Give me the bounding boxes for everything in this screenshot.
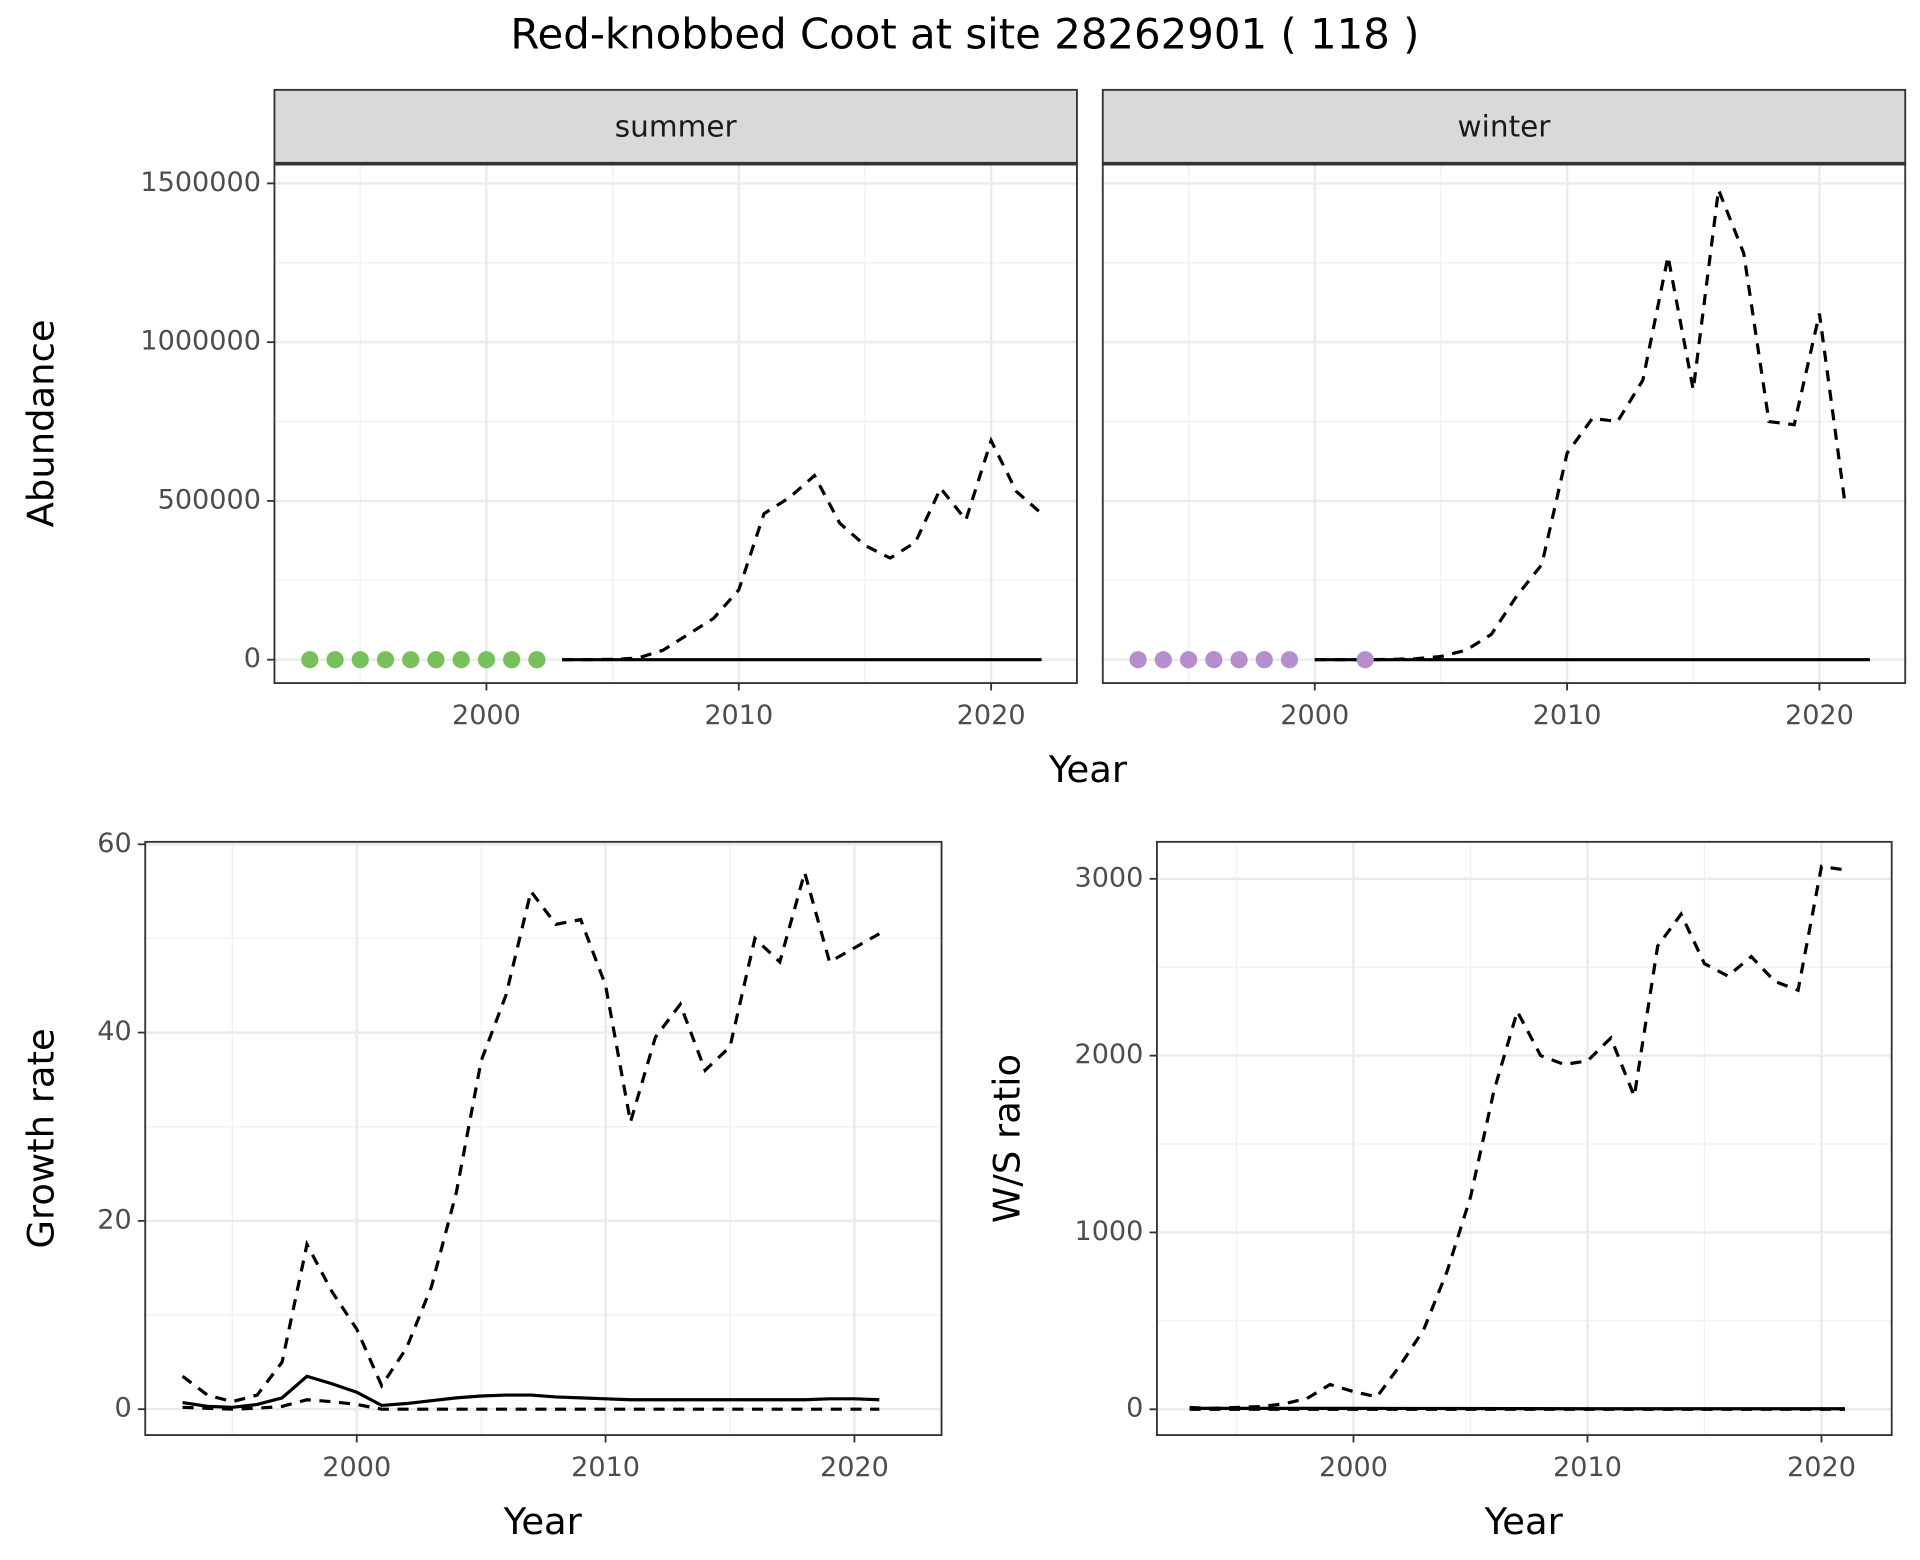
data-point	[1205, 651, 1223, 669]
x-tick-label: 2010	[1533, 700, 1602, 731]
facet-strip	[273, 88, 1078, 165]
y-tick-label: 0	[244, 643, 261, 674]
y-tick-label: 500000	[158, 484, 261, 515]
data-point	[427, 651, 445, 669]
data-point	[1280, 651, 1299, 669]
x-tick-label: 2020	[957, 700, 1026, 731]
facet-strip	[1101, 88, 1907, 165]
data-point	[376, 651, 395, 669]
data-line	[1189, 864, 1846, 1410]
y-tick-label: 1000000	[140, 326, 261, 357]
y-tick-label: 60	[97, 828, 131, 859]
y-tick-label: 40	[97, 1016, 131, 1047]
data-point	[1255, 651, 1273, 669]
y-tick-label: 0	[1126, 1393, 1143, 1424]
data-line	[1314, 189, 1847, 662]
x-tick-label: 2010	[571, 1452, 640, 1483]
data-point	[1179, 651, 1198, 669]
x-tick-label: 2000	[322, 1452, 391, 1483]
y-axis-title: Growth rate	[20, 1028, 63, 1248]
y-axis-title: Abundance	[20, 319, 63, 527]
figure-title: Red-knobbed Coot at site 28262901 ( 118 …	[510, 9, 1419, 58]
x-axis-title: Year	[1048, 748, 1128, 791]
x-axis-title: Year	[1484, 1500, 1564, 1543]
data-point	[402, 651, 420, 669]
y-tick-label: 20	[97, 1204, 131, 1235]
panel-border	[1101, 162, 1907, 684]
y-tick-label: 1500000	[140, 167, 261, 198]
x-tick-label: 2020	[1785, 700, 1854, 731]
y-axis-title: W/S ratio	[986, 1054, 1029, 1223]
y-tick-label: 2000	[1075, 1039, 1144, 1070]
x-tick-label: 2000	[1280, 700, 1349, 731]
data-line	[182, 1374, 880, 1409]
data-point	[1129, 651, 1147, 669]
facet-label: summer	[615, 109, 738, 143]
facet-label: winter	[1458, 109, 1552, 143]
y-tick-label: 0	[114, 1393, 131, 1424]
x-tick-label: 2000	[1319, 1452, 1388, 1483]
data-line	[181, 866, 881, 1404]
data-point	[351, 651, 369, 669]
panel-border	[144, 840, 943, 1436]
data-point	[326, 651, 344, 669]
panel-border	[1156, 840, 1893, 1436]
data-point	[503, 651, 521, 669]
x-axis-title: Year	[503, 1500, 583, 1543]
x-tick-label: 2020	[1787, 1452, 1856, 1483]
y-tick-label: 3000	[1075, 862, 1144, 893]
x-tick-label: 2010	[1553, 1452, 1622, 1483]
data-line	[562, 436, 1043, 662]
data-point	[301, 651, 319, 669]
data-line	[182, 1398, 880, 1411]
x-tick-label: 2000	[452, 700, 521, 731]
data-point	[528, 651, 546, 669]
x-tick-label: 2020	[820, 1452, 889, 1483]
data-point	[1230, 651, 1248, 669]
data-point	[1154, 651, 1172, 669]
x-tick-label: 2010	[704, 700, 773, 731]
data-point	[1356, 651, 1374, 669]
data-point	[452, 651, 470, 669]
panel-border	[273, 162, 1078, 684]
data-point	[477, 651, 496, 669]
y-tick-label: 1000	[1075, 1216, 1144, 1247]
